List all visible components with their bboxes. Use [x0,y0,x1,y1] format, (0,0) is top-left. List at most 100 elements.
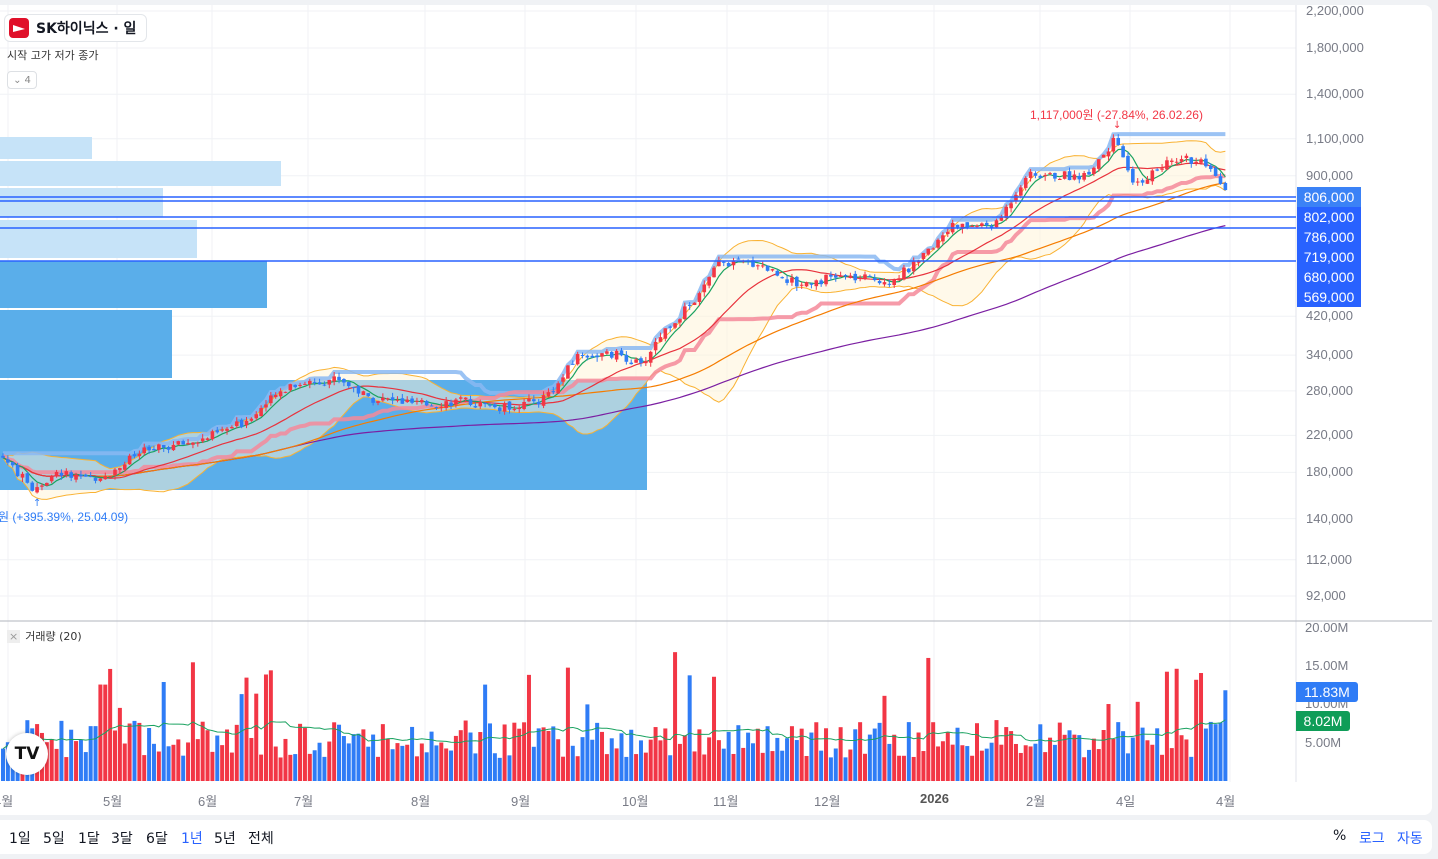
volume-bar [74,741,79,781]
symbol-title[interactable]: SK하이닉스 · 일 [4,14,148,42]
volume-bar [186,742,191,781]
candle [697,293,702,302]
volume-bar [755,728,760,781]
candle [118,468,122,471]
indicators-toggle[interactable]: ⌄ 4 [7,71,37,89]
candle [717,260,721,267]
range-button-7[interactable]: 전체 [248,831,274,847]
candle [161,445,166,448]
candle [278,391,283,397]
volume-bar [478,732,483,781]
volume-bar [1155,728,1160,781]
percent-toggle[interactable]: % [1333,828,1347,844]
candle [337,376,341,381]
candle [814,280,819,287]
volume-bar [629,729,634,781]
volume-bar [414,756,419,781]
volume-bar [643,752,648,781]
volume-bar [975,723,979,781]
candle [473,406,478,408]
candle [1087,171,1091,175]
volume-bar [278,757,283,781]
candle [98,478,103,481]
volume-bar [302,728,307,781]
volume-bar [176,739,181,781]
volume-bar [984,748,989,781]
chart-canvas[interactable]: ↓↑ [0,0,1438,820]
range-button-4[interactable]: 6달 [146,831,168,847]
volume-bar [780,750,785,781]
candle [1043,174,1047,177]
range-button-5[interactable]: 1년 [181,831,203,847]
candle [614,350,619,360]
candle [132,454,137,457]
volume-bar [351,734,356,781]
candle [532,399,536,402]
volume-bar [117,707,122,781]
price-tick: 1,800,000 [1306,39,1364,55]
time-tick: 6월 [198,794,218,809]
volume-bar [405,744,410,781]
ohlc-legend: 시작 고가 저가 종가 [7,49,99,62]
volume-bar [59,720,64,781]
price-tick: 112,000 [1306,551,1353,567]
candle [556,383,560,394]
ma60-line [2,182,1226,477]
candle [507,401,512,410]
price-tick: 220,000 [1306,427,1353,443]
candle [429,405,434,407]
candle [838,275,843,277]
price-tick: 180,000 [1306,464,1353,480]
candle [244,420,249,426]
candle [74,474,78,480]
volume-bar [64,757,69,781]
candle [405,399,410,403]
candle [220,429,224,431]
candle [361,391,366,396]
candle [1014,194,1018,202]
tradingview-logo[interactable]: TV [6,733,48,775]
candle [1184,155,1189,159]
range-button-1[interactable]: 5일 [43,831,65,847]
candle [1223,182,1228,191]
range-button-6[interactable]: 5년 [214,831,236,847]
range-button-2[interactable]: 1달 [78,831,100,847]
volume-bar [1018,752,1023,781]
candle [863,274,867,279]
close-icon[interactable]: × [7,629,21,643]
volume-ma-line [2,719,1226,750]
volume-bar [750,743,755,781]
volume-bar [809,732,814,781]
candle [210,431,215,440]
volume-profile-bar [0,261,267,308]
candle [59,472,64,476]
volume-bar [93,726,98,781]
candle [668,326,672,328]
ichimoku-blue-line [3,132,1226,456]
log-toggle[interactable]: 로그 [1359,831,1385,847]
candle [269,395,273,404]
candle [687,304,692,306]
volume-bar [658,740,663,781]
volume-bar [804,755,809,781]
candle [819,280,823,285]
range-button-0[interactable]: 1일 [9,831,31,847]
candle [707,277,711,286]
volume-bar [770,751,775,781]
candle [366,393,371,397]
candle [975,225,979,227]
volume-bar [921,751,926,781]
volume-bar [483,684,488,781]
candle [230,427,234,429]
volume-bar [877,722,882,781]
candle [468,399,473,406]
price-level-label: 802,000 [1297,207,1361,227]
candle [692,302,697,305]
range-button-3[interactable]: 3달 [111,831,133,847]
auto-toggle[interactable]: 자동 [1397,831,1423,847]
low-annotation: 원 (+395.39%, 25.04.09) [0,510,129,524]
candle [1111,137,1116,152]
volume-bar [950,744,955,781]
indicator-count: 4 [24,74,31,86]
candle [298,384,302,386]
